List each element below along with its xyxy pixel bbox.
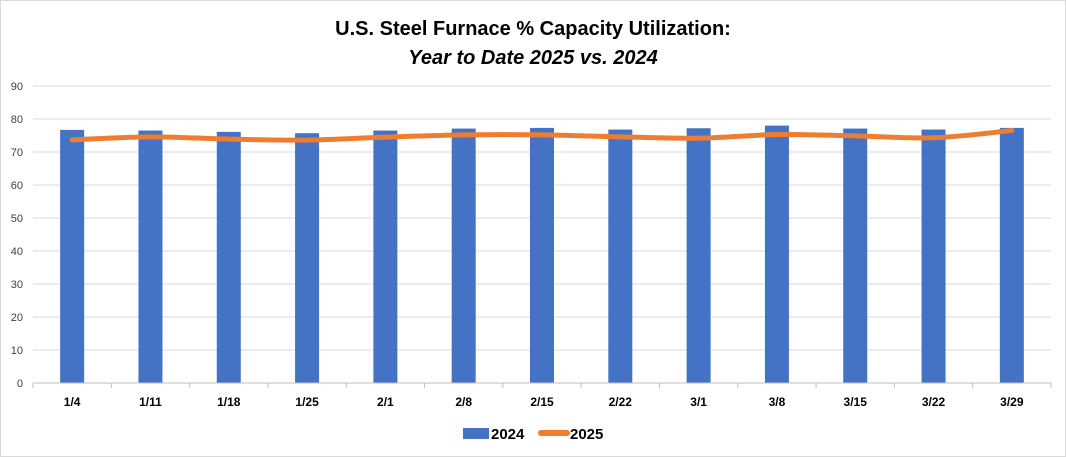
- x-tick-label: 2/15: [530, 395, 554, 409]
- bar-2024: [921, 129, 946, 383]
- legend: 2024 2025: [463, 426, 603, 443]
- y-axis: 0 10 20 30 40 50 60 70 80 90: [11, 81, 23, 390]
- bar-series-2024: [60, 125, 1024, 383]
- y-tick-label: 80: [11, 114, 23, 126]
- x-tick-label: 2/8: [455, 395, 472, 409]
- x-tick-label: 3/8: [769, 395, 786, 409]
- x-tick-label: 2/1: [377, 395, 394, 409]
- x-tick-label: 3/29: [1000, 395, 1024, 409]
- x-tick-label: 3/15: [844, 395, 868, 409]
- bar-2024: [608, 129, 633, 383]
- x-tick-label: 1/4: [64, 395, 81, 409]
- y-tick-label: 30: [11, 279, 23, 291]
- bar-2024: [686, 128, 711, 383]
- legend-swatch-2024: [463, 428, 489, 439]
- y-tick-label: 0: [17, 378, 23, 390]
- bar-2024: [295, 133, 320, 383]
- x-tick-label: 1/18: [217, 395, 241, 409]
- line-series-2025: [69, 128, 1015, 143]
- bar-2024: [373, 130, 398, 383]
- y-tick-label: 20: [11, 312, 23, 324]
- y-tick-label: 70: [11, 147, 23, 159]
- x-tick-label: 1/25: [295, 395, 319, 409]
- bar-2024: [764, 125, 789, 383]
- bar-2024: [999, 127, 1024, 383]
- legend-label-2025: 2025: [570, 426, 603, 443]
- y-tick-label: 10: [11, 345, 23, 357]
- x-tick-label: 3/1: [690, 395, 707, 409]
- legend-label-2024: 2024: [491, 426, 525, 443]
- x-axis: 1/4 1/11 1/18 1/25 2/1 2/8 2/15 2/22 3/1 3/8 3/15 3…: [32, 382, 1052, 409]
- x-tick-label: 1/11: [139, 395, 162, 409]
- x-tick-label: 3/22: [922, 395, 946, 409]
- bar-2024: [451, 128, 476, 383]
- x-tick-label: 2/22: [609, 395, 633, 409]
- y-tick-label: 50: [11, 213, 23, 225]
- chart-subtitle: Year to Date 2025 vs. 2024: [408, 47, 657, 69]
- bar-2024: [60, 129, 85, 383]
- y-tick-label: 40: [11, 246, 23, 258]
- bar-2024: [530, 127, 554, 383]
- bar-2024: [843, 128, 868, 383]
- y-tick-label: 60: [11, 180, 23, 192]
- bar-2024: [138, 130, 163, 383]
- chart-title: U.S. Steel Furnace % Capacity Utilizatio…: [335, 18, 731, 40]
- bar-2024: [216, 131, 241, 383]
- y-tick-label: 90: [11, 81, 23, 93]
